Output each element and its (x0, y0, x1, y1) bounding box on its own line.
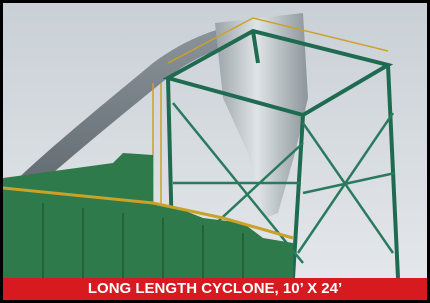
caption: LONG LENGTH CYCLONE, 10’ X 24’ (3, 278, 427, 300)
frame: LONG LENGTH CYCLONE, 10’ X 24’ (0, 0, 430, 303)
photo (3, 3, 427, 278)
